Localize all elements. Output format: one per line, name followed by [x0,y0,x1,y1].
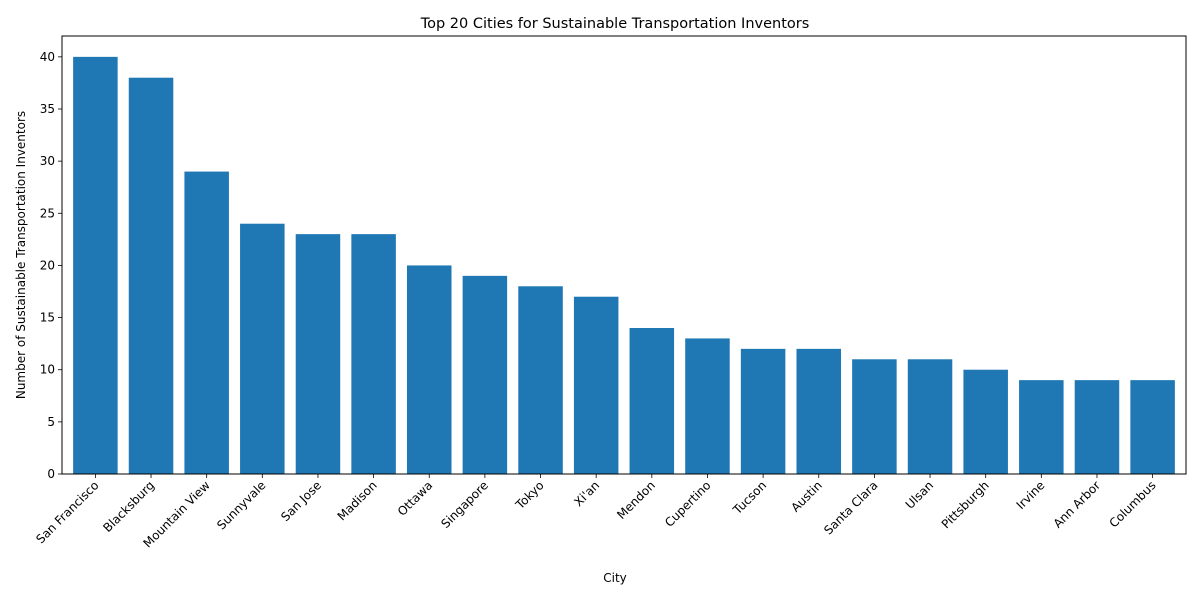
x-tick-label: Pittsburgh [939,478,992,531]
y-tick-label: 30 [40,154,55,168]
plot-frame [62,36,1186,474]
x-tick-label: Mendon [614,478,658,522]
y-axis-label: Number of Sustainable Transportation Inv… [14,111,28,399]
x-tick-label: Xi'an [571,478,602,509]
x-tick-label: Ulsan [903,478,936,511]
y-tick-label: 40 [40,50,55,64]
x-tick-label: San Jose [278,478,324,524]
x-tick-label: Cupertino [662,478,714,530]
x-axis-label: City [603,571,627,585]
bar [963,370,1008,474]
x-tick-label: San Francisco [33,478,101,546]
x-tick-label: Tucson [730,478,770,518]
chart-title: Top 20 Cities for Sustainable Transporta… [420,16,810,32]
bar [908,359,953,474]
y-tick-label: 35 [40,102,55,116]
x-tick-label: Ottawa [395,478,436,519]
bar [240,224,285,474]
x-tick-label: Blacksburg [100,478,157,535]
bar [574,297,619,474]
bar [1075,380,1120,474]
x-axis: San FranciscoBlacksburgMountain ViewSunn… [33,474,1158,550]
x-tick-label: Sunnyvale [214,478,268,532]
bar [1019,380,1064,474]
y-tick-label: 20 [40,258,55,272]
x-tick-label: Tokyo [512,478,546,512]
bar [1130,380,1175,474]
bar [852,359,897,474]
x-tick-label: Singapore [438,478,491,531]
y-tick-label: 5 [47,415,55,429]
y-tick-label: 25 [40,206,55,220]
x-tick-label: Ann Arbor [1051,478,1104,531]
y-tick-label: 0 [47,467,55,481]
bar [630,328,675,474]
bar [685,338,730,474]
x-tick-label: Madison [335,478,380,523]
bar [797,349,842,474]
bar [73,57,118,474]
x-tick-label: Santa Clara [821,478,880,537]
x-tick-label: Irvine [1014,478,1048,512]
bar [129,78,174,474]
x-tick-label: Austin [788,478,825,515]
bar [351,234,396,474]
bar [184,172,229,474]
y-tick-label: 15 [40,311,55,325]
bar [463,276,508,474]
bar [518,286,563,474]
x-tick-label: Columbus [1107,478,1159,530]
bar [296,234,341,474]
y-axis: 0 5 10 15 20 25 30 35 40 [40,50,62,481]
bar [741,349,786,474]
bar [407,265,452,474]
bars-group [73,57,1175,474]
y-tick-label: 10 [40,363,55,377]
